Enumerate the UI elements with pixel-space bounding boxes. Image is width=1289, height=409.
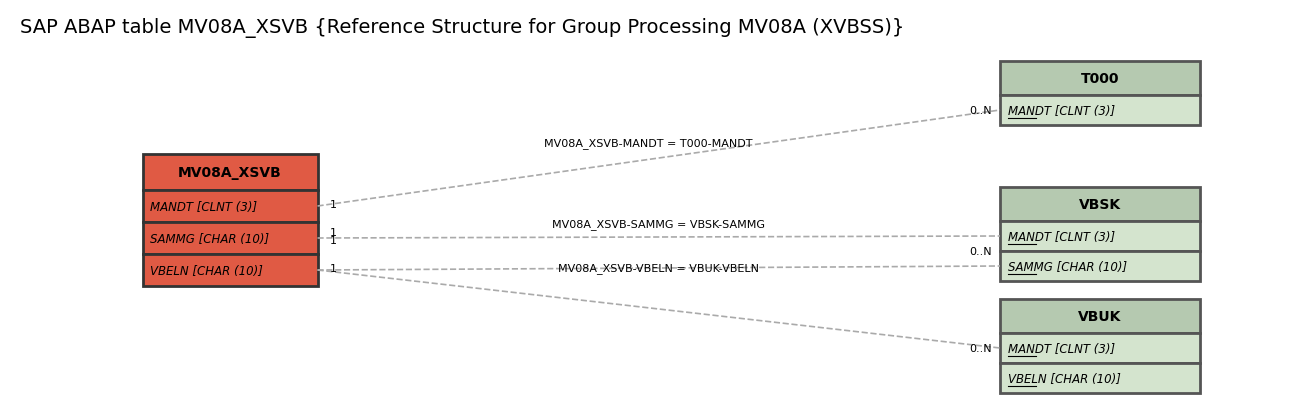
Text: 1: 1 [330,263,336,273]
Bar [1000,299,1200,333]
Text: SAMMG [CHAR (10)]: SAMMG [CHAR (10)] [151,232,269,245]
Bar [1000,363,1200,393]
Text: VBSK: VBSK [1079,198,1121,211]
Text: T000: T000 [1080,72,1119,86]
Bar [143,254,317,286]
Text: 1: 1 [330,236,336,245]
Text: SAMMG [CHAR (10)]: SAMMG [CHAR (10)] [1008,260,1127,273]
Bar [1000,62,1200,96]
Text: MV08A_XSVB-SAMMG = VBSK-SAMMG: MV08A_XSVB-SAMMG = VBSK-SAMMG [552,218,766,229]
Bar [143,222,317,254]
Text: MV08A_XSVB-VBELN = VBUK-VBELN: MV08A_XSVB-VBELN = VBUK-VBELN [558,263,759,273]
Text: VBELN [CHAR (10)]: VBELN [CHAR (10)] [151,264,263,277]
Bar [1000,333,1200,363]
Bar [1000,252,1200,281]
Text: MANDT [CLNT (3)]: MANDT [CLNT (3)] [1008,104,1115,117]
Text: SAP ABAP table MV08A_XSVB {Reference Structure for Group Processing MV08A (XVBSS: SAP ABAP table MV08A_XSVB {Reference Str… [21,18,905,38]
Text: MANDT [CLNT (3)]: MANDT [CLNT (3)] [1008,342,1115,355]
Bar [143,155,317,191]
Text: MANDT [CLNT (3)]: MANDT [CLNT (3)] [151,200,258,213]
Text: MV08A_XSVB-MANDT = T000-MANDT: MV08A_XSVB-MANDT = T000-MANDT [544,138,753,148]
Text: 1: 1 [330,200,336,209]
Text: 0..N: 0..N [969,343,993,353]
Bar [1000,188,1200,221]
Bar [143,191,317,222]
Text: VBELN [CHAR (10)]: VBELN [CHAR (10)] [1008,372,1121,384]
Text: MANDT [CLNT (3)]: MANDT [CLNT (3)] [1008,230,1115,243]
Text: MV08A_XSVB: MV08A_XSVB [178,166,282,180]
Bar [1000,96,1200,126]
Text: VBUK: VBUK [1079,309,1121,323]
Text: 1: 1 [330,227,336,237]
Text: 0..N: 0..N [969,106,993,116]
Bar [1000,221,1200,252]
Text: 0..N: 0..N [969,246,993,256]
